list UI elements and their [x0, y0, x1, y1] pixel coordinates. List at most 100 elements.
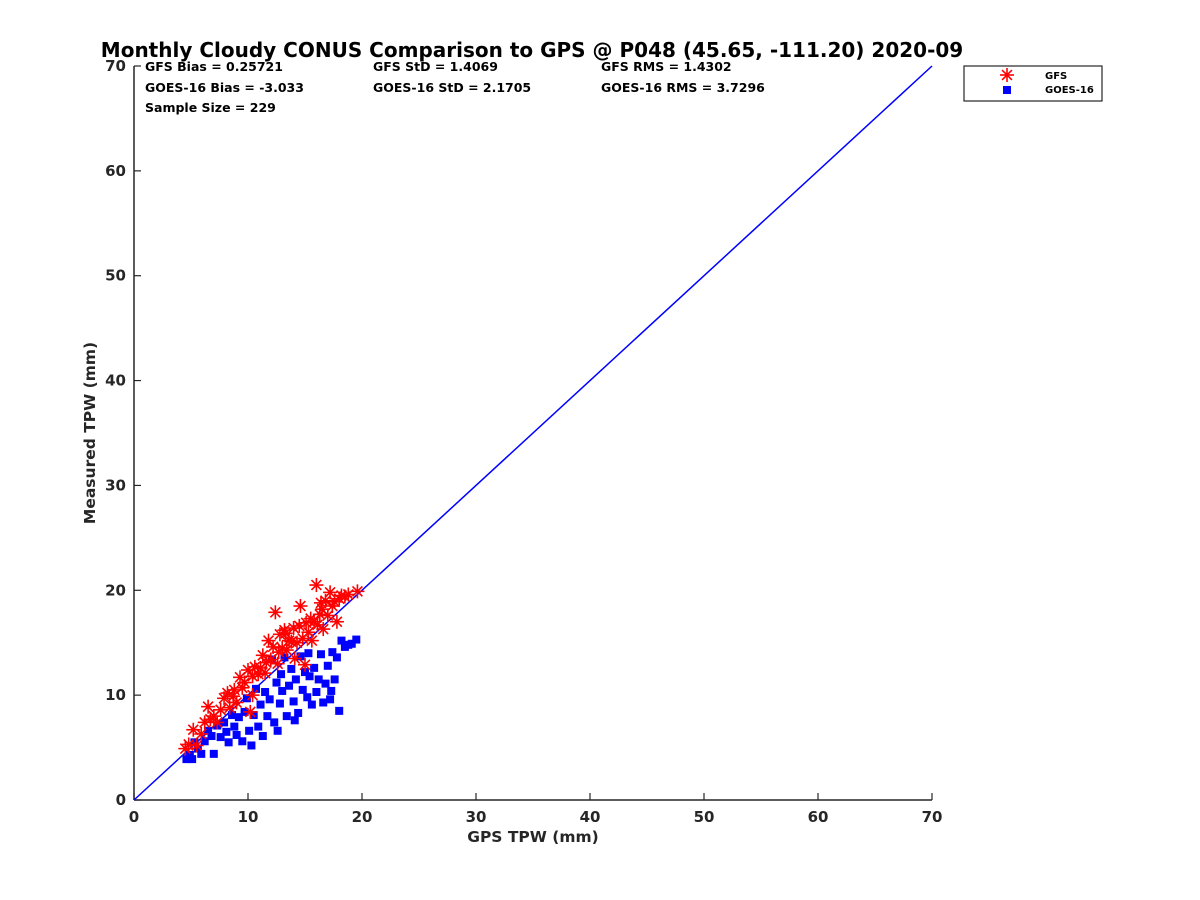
x-tick-label: 50 — [694, 808, 715, 826]
goes16-point — [242, 694, 251, 703]
y-axis-ticks: 0 10 20 30 40 50 60 70 — [105, 57, 141, 809]
goes16-point — [247, 741, 256, 750]
goes16-point — [294, 708, 303, 717]
goes16-point — [316, 650, 325, 659]
goes16-point — [304, 649, 313, 658]
gfs-point — [287, 651, 302, 666]
goes16-point — [275, 699, 284, 708]
gfs-point — [213, 702, 228, 717]
gfs-point — [229, 695, 244, 710]
goes16-point — [287, 664, 296, 673]
goes16-point — [263, 712, 272, 721]
goes16-bias-text: GOES-16 Bias = -3.033 — [145, 80, 304, 95]
x-axis-label: GPS TPW (mm) — [467, 828, 599, 846]
gfs-point — [259, 655, 274, 670]
goes16-point — [323, 661, 332, 670]
gfs-point — [210, 715, 225, 730]
goes16-point — [245, 726, 254, 735]
chart-title: Monthly Cloudy CONUS Comparison to GPS @… — [101, 38, 963, 62]
goes16-point — [352, 635, 361, 644]
x-tick-label: 20 — [352, 808, 373, 826]
sample-size-text: Sample Size = 229 — [145, 100, 276, 115]
gfs-point — [298, 657, 312, 672]
goes16-point — [234, 713, 243, 722]
goes16-point — [327, 686, 336, 695]
gfs-point — [227, 682, 242, 697]
goes16-std-text: GOES-16 StD = 2.1705 — [373, 80, 531, 95]
goes16-point — [254, 722, 263, 731]
goes16-point — [326, 695, 335, 704]
gfs-point — [329, 614, 344, 629]
goes16-point — [200, 737, 209, 746]
goes16-point — [273, 726, 282, 735]
goes16-point — [204, 726, 213, 735]
legend-gfs-marker — [1000, 68, 1014, 82]
goes16-point — [298, 685, 307, 694]
gfs-point — [350, 584, 365, 599]
goes16-point — [296, 652, 305, 661]
gfs-bias-text: GFS Bias = 0.25721 — [145, 59, 283, 74]
gfs-point — [309, 578, 324, 593]
goes16-point — [216, 733, 225, 742]
goes16-point — [328, 648, 337, 657]
goes16-point — [209, 749, 218, 758]
x-tick-label: 30 — [466, 808, 487, 826]
x-axis-ticks: 0 10 20 30 40 50 60 70 — [129, 793, 942, 826]
goes16-point — [251, 684, 260, 693]
goes16-point — [291, 675, 300, 684]
gfs-point — [286, 621, 301, 636]
gfs-point — [268, 605, 283, 620]
goes16-point — [230, 722, 239, 731]
goes16-point — [285, 681, 294, 690]
gfs-point — [258, 666, 273, 681]
gfs-point — [194, 726, 209, 741]
one-to-one-line — [133, 65, 933, 801]
gfs-std-text: GFS StD = 1.4069 — [373, 59, 498, 74]
gfs-point — [304, 633, 319, 648]
gfs-series — [178, 578, 365, 756]
gfs-point — [245, 688, 260, 703]
goes16-point — [238, 737, 247, 746]
legend-gfs-label: GFS — [1045, 71, 1067, 82]
goes16-point — [310, 663, 319, 672]
goes16-point — [256, 700, 265, 709]
goes16-point — [224, 738, 233, 747]
goes16-point — [321, 679, 330, 688]
goes16-point — [290, 716, 299, 725]
y-tick-label: 70 — [105, 57, 126, 75]
goes16-rms-text: GOES-16 RMS = 3.7296 — [601, 80, 765, 95]
goes16-point — [307, 700, 316, 709]
goes16-point — [232, 730, 241, 739]
goes16-point — [185, 750, 194, 759]
goes16-point — [197, 749, 206, 758]
gfs-point — [245, 669, 260, 684]
goes16-point — [305, 672, 314, 681]
goes16-point — [335, 706, 344, 715]
y-tick-label: 0 — [116, 791, 126, 809]
goes16-point — [188, 755, 197, 764]
legend-gfs-asterisk — [1000, 68, 1014, 82]
goes16-point — [282, 712, 291, 721]
legend-goes16-label: GOES-16 — [1045, 85, 1094, 96]
goes16-point — [312, 687, 321, 696]
goes16-point — [207, 732, 216, 741]
gfs-point — [313, 595, 328, 610]
x-tick-label: 40 — [580, 808, 601, 826]
goes16-point — [330, 675, 339, 684]
goes16-point — [270, 718, 279, 727]
goes16-point — [280, 653, 289, 662]
goes16-point — [332, 653, 341, 662]
goes16-point — [261, 687, 270, 696]
y-tick-label: 60 — [105, 162, 126, 180]
gfs-point — [316, 622, 331, 637]
gfs-point — [243, 704, 258, 719]
legend-goes16-marker — [1003, 86, 1011, 94]
gfs-point — [278, 626, 293, 641]
goes16-point — [265, 695, 274, 704]
x-tick-label: 0 — [129, 808, 139, 826]
goes16-point — [182, 755, 191, 764]
y-tick-label: 30 — [105, 476, 126, 494]
goes16-point — [278, 686, 287, 695]
y-tick-label: 20 — [105, 581, 126, 599]
